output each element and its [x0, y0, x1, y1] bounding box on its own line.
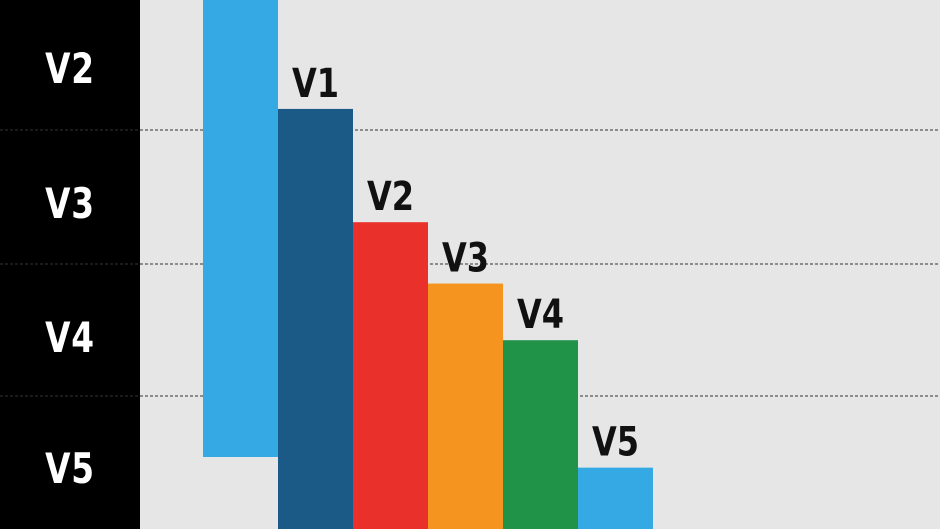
sidebar-label-v2: V2	[45, 44, 95, 93]
bar-label-v2: V2	[367, 173, 414, 220]
bar-v4	[503, 340, 578, 529]
sidebar-label-v4: V4	[45, 313, 95, 362]
sidebar-label-v3: V3	[45, 179, 95, 228]
bar-unlabeled	[203, 0, 278, 457]
bar-label-v4: V4	[517, 291, 564, 338]
bar-v2	[353, 222, 428, 529]
bar-label-v1: V1	[292, 59, 339, 106]
bar-label-v5: V5	[592, 418, 639, 465]
bar-label-v3: V3	[442, 234, 489, 281]
bar-v5	[578, 467, 653, 529]
sidebar-label-v5: V5	[45, 444, 95, 493]
bar-v3	[428, 283, 503, 529]
bar-v1	[278, 108, 353, 529]
